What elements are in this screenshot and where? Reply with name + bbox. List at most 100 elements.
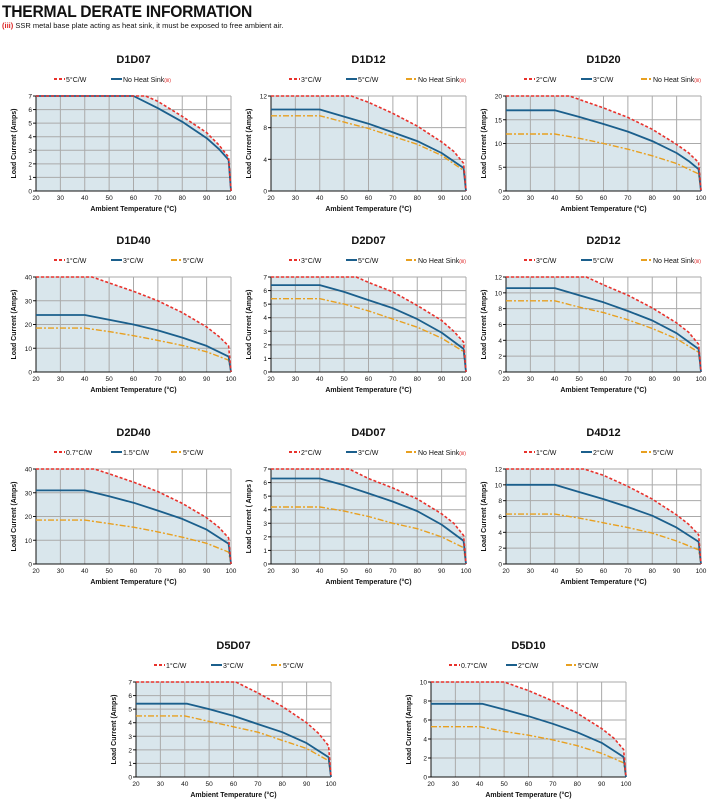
x-tick-label: 60: [130, 376, 138, 383]
note-text: SSR metal base plate acting as heat sink…: [13, 21, 284, 30]
x-axis-label: Ambient Temperature (°C): [90, 578, 176, 586]
y-tick-label: 30: [25, 490, 33, 497]
x-tick-label: 50: [106, 568, 114, 575]
x-axis-label: Ambient Temperature (°C): [325, 205, 411, 213]
legend: 0.7°C/W 1.5°C/W 5°C/W: [54, 449, 204, 457]
legend-item: 3°C/W: [211, 662, 244, 670]
x-tick-label: 50: [576, 568, 584, 575]
x-tick-label: 90: [438, 195, 446, 202]
legend: 1°C/W 3°C/W 5°C/W: [154, 662, 304, 670]
legend-label: 5°C/W: [183, 257, 204, 265]
legend: 2°C/W 3°C/W No Heat Sink(iii): [289, 449, 466, 457]
legend-note: (iii): [694, 259, 701, 265]
x-tick-label: 100: [696, 376, 707, 383]
legend-item: 3°C/W: [524, 257, 557, 265]
x-tick-label: 90: [203, 568, 211, 575]
y-tick-label: 4: [498, 530, 502, 537]
series-line-red: [136, 681, 332, 778]
x-tick-label: 30: [57, 376, 65, 383]
chart-d4d12: D4D12 1°C/W 2°C/W 5°C/W 20 30 40 50 60 70 80 90 100 0…: [481, 427, 707, 586]
legend-label: 5°C/W: [653, 449, 674, 457]
legend-item: 2°C/W: [581, 449, 614, 457]
y-tick-label: 4: [128, 720, 132, 727]
y-axis-label: Load Current (Amps): [481, 290, 488, 360]
heat-sink-note: (iii) SSR metal base plate acting as hea…: [2, 21, 283, 30]
y-tick-label: 20: [25, 322, 33, 329]
y-tick-label: 6: [498, 322, 502, 329]
x-tick-label: 90: [303, 781, 311, 788]
legend: 1°C/W 2°C/W 5°C/W: [524, 449, 674, 457]
x-tick-label: 70: [154, 568, 162, 575]
series-line-blue: [271, 477, 467, 565]
legend-label: 1°C/W: [166, 662, 187, 670]
y-tick-label: 40: [25, 467, 33, 474]
x-tick-label: 50: [341, 195, 349, 202]
x-tick-label: 70: [624, 195, 632, 202]
x-tick-label: 40: [316, 568, 324, 575]
x-tick-label: 100: [326, 781, 337, 788]
legend-label: 5°C/W: [578, 662, 599, 670]
legend-item: 5°C/W: [54, 76, 87, 84]
legend-item: No Heat Sink(iii): [406, 450, 466, 457]
x-tick-label: 40: [81, 195, 89, 202]
y-tick-label: 0: [498, 370, 502, 377]
x-tick-label: 70: [624, 568, 632, 575]
legend-label: No Heat Sink(iii): [418, 77, 466, 84]
y-tick-label: 1: [263, 356, 267, 363]
y-tick-label: 6: [498, 514, 502, 521]
series-line-red: [36, 95, 232, 192]
x-tick-label: 40: [476, 781, 484, 788]
y-tick-label: 2: [28, 161, 32, 168]
legend-item: 5°C/W: [581, 257, 614, 265]
legend-label: No Heat Sink(iii): [653, 77, 701, 84]
x-tick-label: 30: [292, 195, 300, 202]
y-tick-label: 6: [263, 480, 267, 487]
chart-title: D4D12: [586, 427, 620, 439]
y-tick-label: 7: [263, 275, 267, 282]
y-tick-label: 3: [263, 521, 267, 528]
chart-title: D1D20: [586, 54, 620, 66]
series-line-blue: [136, 702, 332, 778]
y-tick-label: 5: [263, 494, 267, 501]
legend-item: 5°C/W: [346, 257, 379, 265]
x-tick-label: 90: [673, 568, 681, 575]
y-tick-label: 1: [128, 761, 132, 768]
series-line-red: [271, 468, 467, 565]
legend: 5°C/W No Heat Sink(iii): [54, 76, 171, 84]
y-tick-label: 2: [128, 747, 132, 754]
x-tick-label: 100: [226, 568, 237, 575]
x-tick-label: 60: [365, 568, 373, 575]
legend-label: 0.7°C/W: [66, 449, 93, 457]
x-tick-label: 70: [254, 781, 262, 788]
x-tick-label: 80: [414, 568, 422, 575]
y-tick-label: 8: [263, 125, 267, 132]
legend-label: 2°C/W: [536, 76, 557, 84]
y-tick-label: 7: [263, 467, 267, 474]
legend: 0.7°C/W 2°C/W 5°C/W: [449, 662, 599, 670]
y-tick-label: 12: [495, 275, 503, 282]
y-tick-label: 5: [28, 121, 32, 128]
y-tick-label: 3: [263, 329, 267, 336]
legend-label: No Heat Sink(iii): [418, 450, 466, 457]
y-axis-label: Load Current (Amps): [111, 695, 118, 765]
series-line-orange: [506, 133, 702, 192]
series-line-blue: [36, 489, 232, 565]
legend-note: (iii): [459, 259, 466, 265]
x-tick-label: 20: [502, 568, 510, 575]
x-tick-label: 100: [461, 195, 472, 202]
y-axis-label: Load Current (Amps): [11, 482, 18, 552]
legend-item: No Heat Sink(iii): [641, 258, 701, 265]
series-line-red: [431, 681, 627, 778]
y-tick-label: 0: [498, 189, 502, 196]
legend-label: 3°C/W: [123, 257, 144, 265]
x-tick-label: 80: [649, 376, 657, 383]
legend-label: 3°C/W: [593, 76, 614, 84]
y-axis-label: Load Current (Amps): [481, 482, 488, 552]
x-tick-label: 20: [502, 195, 510, 202]
x-tick-label: 50: [206, 781, 214, 788]
y-axis-label: Load Current ( Amps ): [246, 480, 253, 554]
y-tick-label: 10: [420, 680, 428, 687]
x-tick-label: 30: [292, 568, 300, 575]
